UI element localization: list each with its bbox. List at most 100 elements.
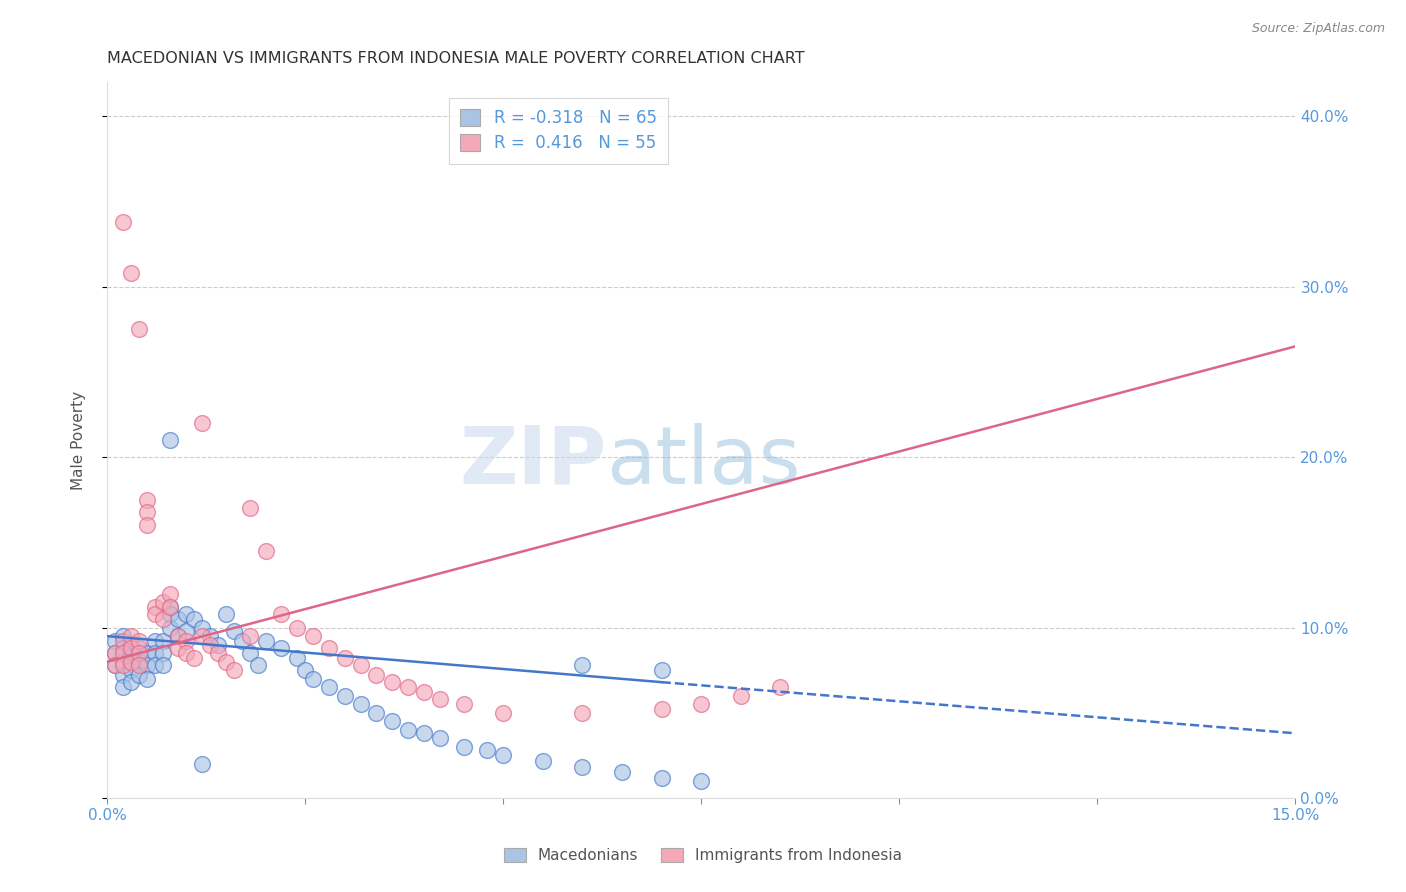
Point xyxy=(128,641,150,656)
Point xyxy=(135,518,157,533)
Point xyxy=(246,658,269,673)
Point xyxy=(120,663,142,677)
Point xyxy=(318,641,340,656)
Point xyxy=(135,492,157,507)
Point xyxy=(413,726,436,740)
Point xyxy=(651,771,673,785)
Point xyxy=(111,629,134,643)
Point xyxy=(239,646,262,660)
Point xyxy=(651,702,673,716)
Text: MACEDONIAN VS IMMIGRANTS FROM INDONESIA MALE POVERTY CORRELATION CHART: MACEDONIAN VS IMMIGRANTS FROM INDONESIA … xyxy=(107,51,804,66)
Point xyxy=(396,680,419,694)
Point xyxy=(167,641,190,656)
Point xyxy=(120,649,142,664)
Point xyxy=(413,685,436,699)
Point xyxy=(270,641,292,656)
Point xyxy=(152,634,174,648)
Point xyxy=(285,651,308,665)
Point xyxy=(477,743,499,757)
Text: atlas: atlas xyxy=(606,423,800,500)
Point xyxy=(104,646,127,660)
Point xyxy=(453,698,475,712)
Point xyxy=(176,624,198,638)
Point xyxy=(104,658,127,673)
Point xyxy=(222,663,245,677)
Point xyxy=(294,663,316,677)
Point xyxy=(104,658,127,673)
Point xyxy=(531,754,554,768)
Point xyxy=(159,586,181,600)
Point xyxy=(120,638,142,652)
Text: ZIP: ZIP xyxy=(458,423,606,500)
Point xyxy=(198,638,221,652)
Point xyxy=(231,634,253,648)
Point xyxy=(111,658,134,673)
Point xyxy=(111,646,134,660)
Point xyxy=(104,634,127,648)
Point xyxy=(429,731,451,746)
Point xyxy=(215,655,238,669)
Point xyxy=(152,595,174,609)
Point xyxy=(111,668,134,682)
Point xyxy=(302,672,325,686)
Point xyxy=(769,680,792,694)
Point xyxy=(349,658,371,673)
Point xyxy=(143,634,166,648)
Point xyxy=(610,765,633,780)
Point xyxy=(302,629,325,643)
Point xyxy=(333,689,356,703)
Point xyxy=(366,706,388,720)
Point xyxy=(152,646,174,660)
Point xyxy=(152,612,174,626)
Point xyxy=(128,646,150,660)
Point xyxy=(111,680,134,694)
Point xyxy=(285,621,308,635)
Point xyxy=(159,621,181,635)
Y-axis label: Male Poverty: Male Poverty xyxy=(72,391,86,490)
Point xyxy=(159,433,181,447)
Point xyxy=(159,607,181,621)
Point xyxy=(128,322,150,336)
Point xyxy=(453,739,475,754)
Point xyxy=(571,658,593,673)
Point xyxy=(111,634,134,648)
Point xyxy=(396,723,419,737)
Point xyxy=(571,706,593,720)
Point xyxy=(111,641,134,656)
Point xyxy=(492,706,515,720)
Point xyxy=(128,655,150,669)
Point xyxy=(128,634,150,648)
Point xyxy=(143,607,166,621)
Point xyxy=(159,600,181,615)
Point xyxy=(333,651,356,665)
Point xyxy=(429,692,451,706)
Point xyxy=(159,600,181,615)
Point xyxy=(270,607,292,621)
Point xyxy=(239,629,262,643)
Point xyxy=(176,646,198,660)
Point xyxy=(198,629,221,643)
Point xyxy=(120,675,142,690)
Point xyxy=(381,714,404,729)
Point xyxy=(191,416,214,430)
Point xyxy=(191,629,214,643)
Point xyxy=(690,774,713,789)
Point xyxy=(135,658,157,673)
Point xyxy=(183,651,205,665)
Point xyxy=(167,612,190,626)
Point xyxy=(104,646,127,660)
Point xyxy=(120,266,142,280)
Point xyxy=(152,658,174,673)
Point xyxy=(120,641,142,656)
Legend: Macedonians, Immigrants from Indonesia: Macedonians, Immigrants from Indonesia xyxy=(496,840,910,871)
Point xyxy=(730,689,752,703)
Legend: R = -0.318   N = 65, R =  0.416   N = 55: R = -0.318 N = 65, R = 0.416 N = 55 xyxy=(449,97,668,164)
Point xyxy=(571,760,593,774)
Point xyxy=(239,501,262,516)
Point xyxy=(690,698,713,712)
Point xyxy=(111,215,134,229)
Point xyxy=(366,668,388,682)
Point xyxy=(191,621,214,635)
Point xyxy=(381,675,404,690)
Point xyxy=(183,612,205,626)
